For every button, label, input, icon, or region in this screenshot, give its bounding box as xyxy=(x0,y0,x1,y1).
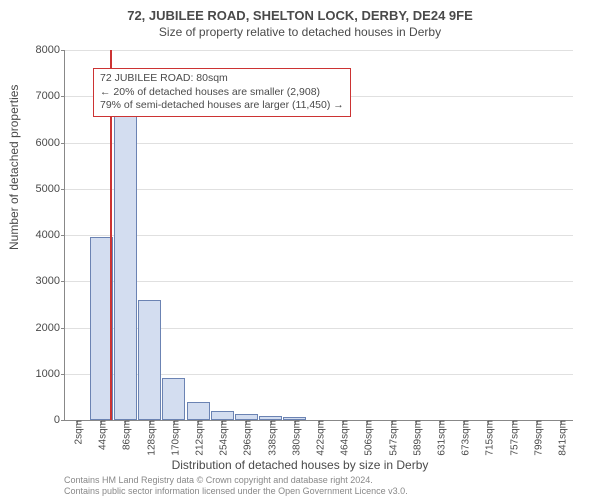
histogram-bar xyxy=(187,402,210,421)
gridline xyxy=(65,281,573,282)
y-tick-label: 7000 xyxy=(36,90,65,102)
x-tick-label: 296sqm xyxy=(239,420,254,456)
x-tick-label: 799sqm xyxy=(529,420,544,456)
y-tick-label: 6000 xyxy=(36,137,65,149)
x-tick-label: 589sqm xyxy=(408,420,423,456)
x-tick-label: 338sqm xyxy=(263,420,278,456)
x-tick-label: 380sqm xyxy=(287,420,302,456)
annotation-line-3: 79% of semi-detached houses are larger (… xyxy=(100,99,344,113)
x-tick-label: 547sqm xyxy=(384,420,399,456)
x-tick-label: 464sqm xyxy=(336,420,351,456)
x-tick-label: 631sqm xyxy=(432,420,447,456)
x-tick-label: 841sqm xyxy=(553,420,568,456)
histogram-bar xyxy=(283,417,306,420)
histogram-bar xyxy=(162,378,185,420)
x-tick-label: 673sqm xyxy=(457,420,472,456)
x-tick-label: 44sqm xyxy=(94,420,109,450)
plot-area: 0100020003000400050006000700080002sqm44s… xyxy=(64,50,573,421)
annotation-line-1: 72 JUBILEE ROAD: 80sqm xyxy=(100,72,344,86)
x-axis-label: Distribution of detached houses by size … xyxy=(0,458,600,472)
y-axis-label: Number of detached properties xyxy=(7,85,21,250)
gridline xyxy=(65,143,573,144)
histogram-bar xyxy=(211,411,234,420)
histogram-bar xyxy=(259,416,282,420)
x-tick-label: 86sqm xyxy=(118,420,133,450)
y-tick-label: 2000 xyxy=(36,322,65,334)
x-tick-label: 254sqm xyxy=(215,420,230,456)
x-tick-label: 170sqm xyxy=(166,420,181,456)
x-tick-label: 422sqm xyxy=(312,420,327,456)
gridline xyxy=(65,50,573,51)
chart-title: 72, JUBILEE ROAD, SHELTON LOCK, DERBY, D… xyxy=(0,0,600,23)
chart-container: 72, JUBILEE ROAD, SHELTON LOCK, DERBY, D… xyxy=(0,0,600,500)
y-tick-label: 5000 xyxy=(36,183,65,195)
y-tick-label: 0 xyxy=(54,414,65,426)
y-tick-label: 4000 xyxy=(36,229,65,241)
footer-line-1: Contains HM Land Registry data © Crown c… xyxy=(64,475,408,486)
gridline xyxy=(65,235,573,236)
annotation-box: 72 JUBILEE ROAD: 80sqm ← 20% of detached… xyxy=(93,68,351,117)
x-tick-label: 128sqm xyxy=(142,420,157,456)
x-tick-label: 506sqm xyxy=(360,420,375,456)
x-tick-label: 715sqm xyxy=(481,420,496,456)
histogram-bar xyxy=(114,110,137,420)
x-tick-label: 2sqm xyxy=(70,420,85,444)
chart-subtitle: Size of property relative to detached ho… xyxy=(0,23,600,39)
gridline xyxy=(65,189,573,190)
y-tick-label: 3000 xyxy=(36,275,65,287)
x-tick-label: 212sqm xyxy=(191,420,206,456)
footer-text: Contains HM Land Registry data © Crown c… xyxy=(64,475,408,497)
y-tick-label: 8000 xyxy=(36,44,65,56)
histogram-bar xyxy=(138,300,161,420)
y-tick-label: 1000 xyxy=(36,368,65,380)
footer-line-2: Contains public sector information licen… xyxy=(64,486,408,497)
histogram-bar xyxy=(235,414,258,420)
annotation-line-2: ← 20% of detached houses are smaller (2,… xyxy=(100,86,344,100)
x-tick-label: 757sqm xyxy=(505,420,520,456)
